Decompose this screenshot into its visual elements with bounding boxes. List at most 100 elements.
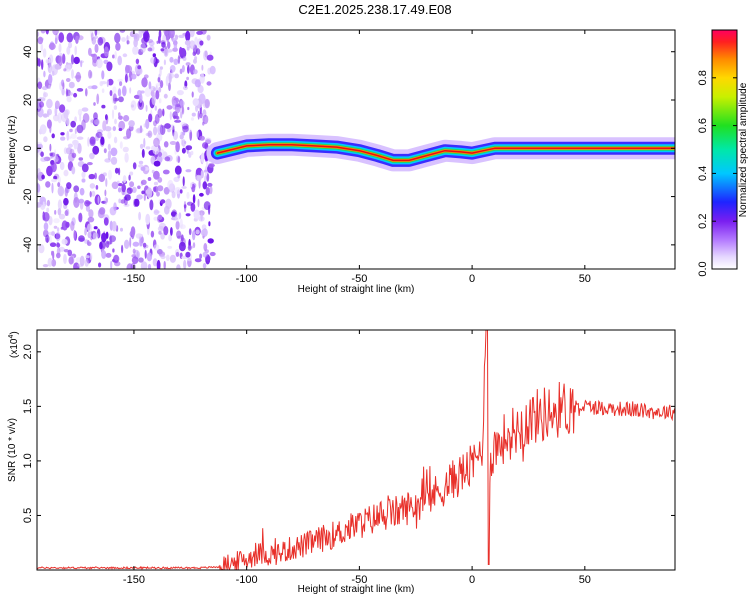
noise-blob xyxy=(143,137,146,148)
noise-blob xyxy=(87,136,90,147)
snr-scale-close: ) xyxy=(9,331,20,334)
noise-blob xyxy=(40,43,44,52)
noise-blob xyxy=(197,198,200,208)
noise-blob xyxy=(53,225,58,229)
noise-blob xyxy=(94,35,98,39)
noise-blob xyxy=(168,82,171,91)
noise-blob xyxy=(66,32,74,43)
noise-blob xyxy=(79,187,85,196)
noise-blob xyxy=(110,147,118,157)
noise-blob xyxy=(184,141,187,144)
noise-blob xyxy=(77,108,83,116)
noise-blob xyxy=(75,35,79,44)
noise-blob xyxy=(181,65,185,73)
noise-blob xyxy=(80,60,83,68)
noise-blob xyxy=(117,88,122,97)
noise-blob xyxy=(133,38,138,48)
noise-blob xyxy=(64,210,69,216)
noise-blob xyxy=(166,105,173,110)
noise-blob xyxy=(133,34,138,40)
noise-blob xyxy=(153,56,158,68)
noise-blob xyxy=(150,57,156,64)
noise-blob xyxy=(54,37,58,45)
noise-blob xyxy=(147,263,152,269)
noise-blob xyxy=(98,173,106,183)
snr-panel: -150 -100 -50 0 50 0.5 1.0 1.5 2.0 Height of st… xyxy=(7,329,676,595)
noise-blob xyxy=(89,30,94,38)
spectrogram-y-label: Frequency (Hz) xyxy=(7,116,18,185)
noise-blob xyxy=(39,101,44,108)
noise-blob xyxy=(142,242,147,248)
noise-blob xyxy=(74,75,82,79)
noise-blob xyxy=(96,58,103,69)
noise-blob xyxy=(49,66,52,76)
noise-blob xyxy=(90,71,93,79)
noise-blob xyxy=(43,70,46,78)
noise-blob xyxy=(121,37,126,42)
noise-blob xyxy=(146,187,153,199)
colorbar-tick-label: 0.8 xyxy=(697,70,709,85)
noise-blob xyxy=(202,114,209,125)
noise-blob xyxy=(176,230,182,239)
snr-scale-note: (x104) xyxy=(8,331,20,358)
noise-blob xyxy=(206,173,210,182)
noise-blob xyxy=(199,73,205,84)
noise-blob xyxy=(88,173,96,180)
noise-blob xyxy=(37,168,41,176)
noise-blob xyxy=(106,79,109,88)
noise-blob xyxy=(74,116,77,123)
noise-blob xyxy=(110,156,118,165)
noise-blob xyxy=(88,47,92,56)
y-tick-label: -40 xyxy=(22,237,34,253)
noise-blob xyxy=(119,81,123,86)
noise-blob xyxy=(54,106,58,117)
noise-blob xyxy=(140,261,148,269)
noise-blob xyxy=(188,228,192,236)
snr-scale-prefix: (x10 xyxy=(9,338,20,358)
noise-blob xyxy=(42,264,49,268)
noise-blob xyxy=(192,98,199,107)
noise-blob xyxy=(155,83,161,87)
noise-blob xyxy=(43,222,49,231)
noise-blob xyxy=(48,231,56,236)
noise-blob xyxy=(141,77,148,88)
noise-blob xyxy=(160,232,165,240)
noise-blob xyxy=(58,55,63,67)
noise-blob xyxy=(175,115,179,120)
noise-blob xyxy=(55,231,61,242)
noise-blob xyxy=(155,90,160,100)
noise-blob xyxy=(202,181,208,190)
spectrogram-x-label: Height of straight line (km) xyxy=(298,284,415,295)
noise-blob xyxy=(70,54,75,65)
noise-blob xyxy=(163,48,169,57)
noise-blob xyxy=(138,211,142,221)
noise-blob xyxy=(194,36,198,46)
noise-blob xyxy=(107,78,114,86)
noise-blob xyxy=(145,104,148,112)
noise-blob xyxy=(43,92,48,98)
noise-blob xyxy=(178,34,185,39)
noise-blob xyxy=(181,105,184,115)
noise-blob xyxy=(113,105,118,110)
noise-blob xyxy=(161,41,166,48)
noise-blob xyxy=(194,258,202,263)
noise-blob xyxy=(61,238,68,245)
noise-blob xyxy=(99,81,104,87)
noise-blob xyxy=(37,31,40,37)
noise-blob xyxy=(169,254,176,263)
noise-blob xyxy=(81,171,86,179)
noise-blob xyxy=(177,156,181,163)
noise-blob xyxy=(185,213,191,217)
noise-blob xyxy=(84,258,89,267)
y-tick-label: -20 xyxy=(22,189,34,205)
noise-blob xyxy=(141,148,145,158)
noise-blob xyxy=(143,31,150,43)
noise-blob xyxy=(59,161,65,171)
noise-blob xyxy=(173,130,178,141)
noise-blob xyxy=(77,263,84,268)
noise-blob xyxy=(38,244,45,254)
noise-blob xyxy=(203,50,208,61)
noise-blob xyxy=(45,30,49,35)
noise-blob xyxy=(53,175,58,180)
